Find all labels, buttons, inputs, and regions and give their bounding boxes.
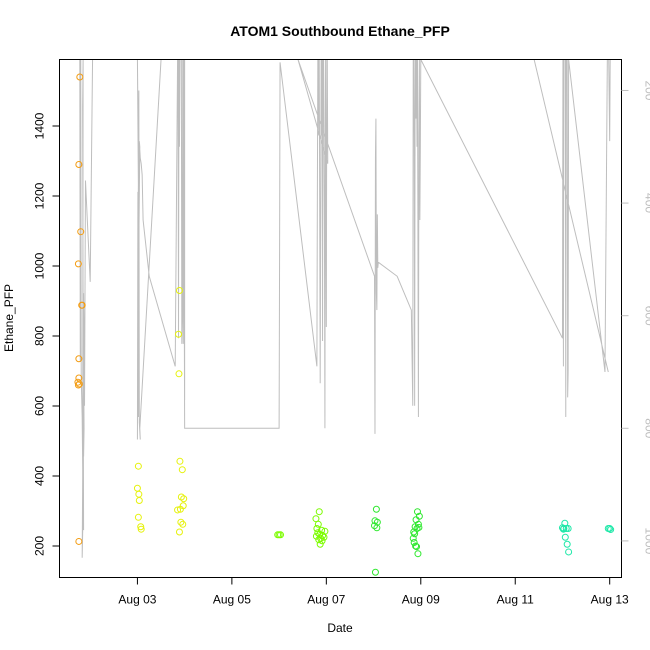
profile-line bbox=[79, 59, 611, 558]
right-tick-label: 200 bbox=[643, 80, 650, 100]
data-point bbox=[318, 537, 326, 545]
data-point bbox=[175, 330, 183, 338]
x-tick-label: Aug 05 bbox=[213, 593, 251, 607]
data-point bbox=[175, 287, 183, 294]
data-point bbox=[75, 355, 83, 363]
data-point bbox=[371, 568, 379, 576]
y-tick-label: 1400 bbox=[33, 112, 47, 139]
data-point bbox=[74, 381, 82, 389]
data-point bbox=[135, 497, 143, 504]
data-point bbox=[409, 534, 417, 542]
x-axis: Aug 03 Aug 05 Aug 07 Aug 09 Aug 11 Aug 13 bbox=[118, 577, 629, 607]
data-point bbox=[75, 380, 83, 388]
x-tick-label: Aug 07 bbox=[307, 593, 345, 607]
y-axis-label: Ethane_PFP bbox=[2, 284, 16, 352]
data-point bbox=[176, 505, 184, 513]
data-point bbox=[315, 536, 323, 544]
data-point bbox=[175, 528, 183, 536]
data-point bbox=[137, 525, 145, 533]
y-tick-label: 1000 bbox=[33, 252, 47, 279]
x-tick-label: Aug 03 bbox=[118, 593, 156, 607]
data-point bbox=[76, 73, 84, 81]
right-tick-label: 1000 bbox=[643, 528, 650, 555]
data-point bbox=[74, 260, 82, 268]
right-tick-label: 800 bbox=[643, 418, 650, 438]
data-point bbox=[312, 515, 320, 523]
data-point bbox=[133, 484, 141, 492]
data-point bbox=[312, 532, 320, 540]
data-point bbox=[559, 525, 567, 533]
data-point bbox=[414, 550, 422, 558]
data-point bbox=[412, 542, 420, 550]
data-point bbox=[175, 370, 183, 378]
data-point bbox=[176, 457, 184, 465]
y-tick-label: 800 bbox=[33, 326, 47, 346]
data-point bbox=[180, 495, 188, 503]
data-point bbox=[315, 508, 323, 516]
data-points-layer bbox=[74, 73, 615, 576]
x-axis-label: Date bbox=[327, 621, 353, 635]
data-point bbox=[413, 508, 421, 516]
y-tick-label: 200 bbox=[33, 536, 47, 556]
data-point bbox=[179, 520, 187, 528]
profile-line-layer bbox=[79, 59, 611, 558]
data-point bbox=[411, 530, 419, 538]
data-point bbox=[74, 378, 82, 386]
y-axis: 200 400 600 800 1000 1200 1400 bbox=[33, 112, 60, 556]
data-point bbox=[77, 228, 85, 236]
data-point bbox=[134, 513, 142, 521]
y-tick-label: 600 bbox=[33, 396, 47, 416]
data-point bbox=[316, 540, 324, 548]
data-point bbox=[78, 301, 86, 309]
x-tick-label: Aug 13 bbox=[591, 593, 629, 607]
data-point bbox=[561, 533, 569, 541]
data-point bbox=[607, 526, 615, 534]
right-tick-label: 600 bbox=[643, 306, 650, 326]
plot-frame bbox=[59, 59, 622, 578]
data-point bbox=[314, 520, 322, 528]
x-tick-label: Aug 09 bbox=[402, 593, 440, 607]
data-point bbox=[137, 523, 145, 531]
data-point bbox=[565, 548, 573, 556]
chart-title: ATOM1 Southbound Ethane_PFP bbox=[230, 23, 450, 39]
data-point bbox=[606, 525, 614, 532]
data-point bbox=[372, 505, 380, 513]
data-point bbox=[371, 522, 378, 530]
data-point bbox=[562, 525, 570, 532]
data-point bbox=[413, 543, 421, 551]
data-point bbox=[75, 537, 83, 545]
data-point bbox=[373, 524, 381, 532]
data-point bbox=[564, 525, 572, 532]
data-point bbox=[134, 462, 142, 470]
data-point bbox=[313, 525, 321, 532]
data-point bbox=[174, 506, 182, 514]
right-tick-label: 400 bbox=[643, 193, 650, 213]
y-tick-label: 400 bbox=[33, 466, 47, 486]
data-point bbox=[177, 518, 185, 526]
right-axis: 200 400 600 800 1000 bbox=[621, 80, 650, 555]
data-point bbox=[563, 540, 571, 548]
x-tick-label: Aug 11 bbox=[497, 593, 534, 607]
y-tick-label: 1200 bbox=[33, 182, 47, 209]
data-point bbox=[178, 466, 186, 474]
data-point bbox=[277, 531, 285, 539]
data-point bbox=[135, 490, 143, 498]
data-point bbox=[75, 161, 83, 168]
